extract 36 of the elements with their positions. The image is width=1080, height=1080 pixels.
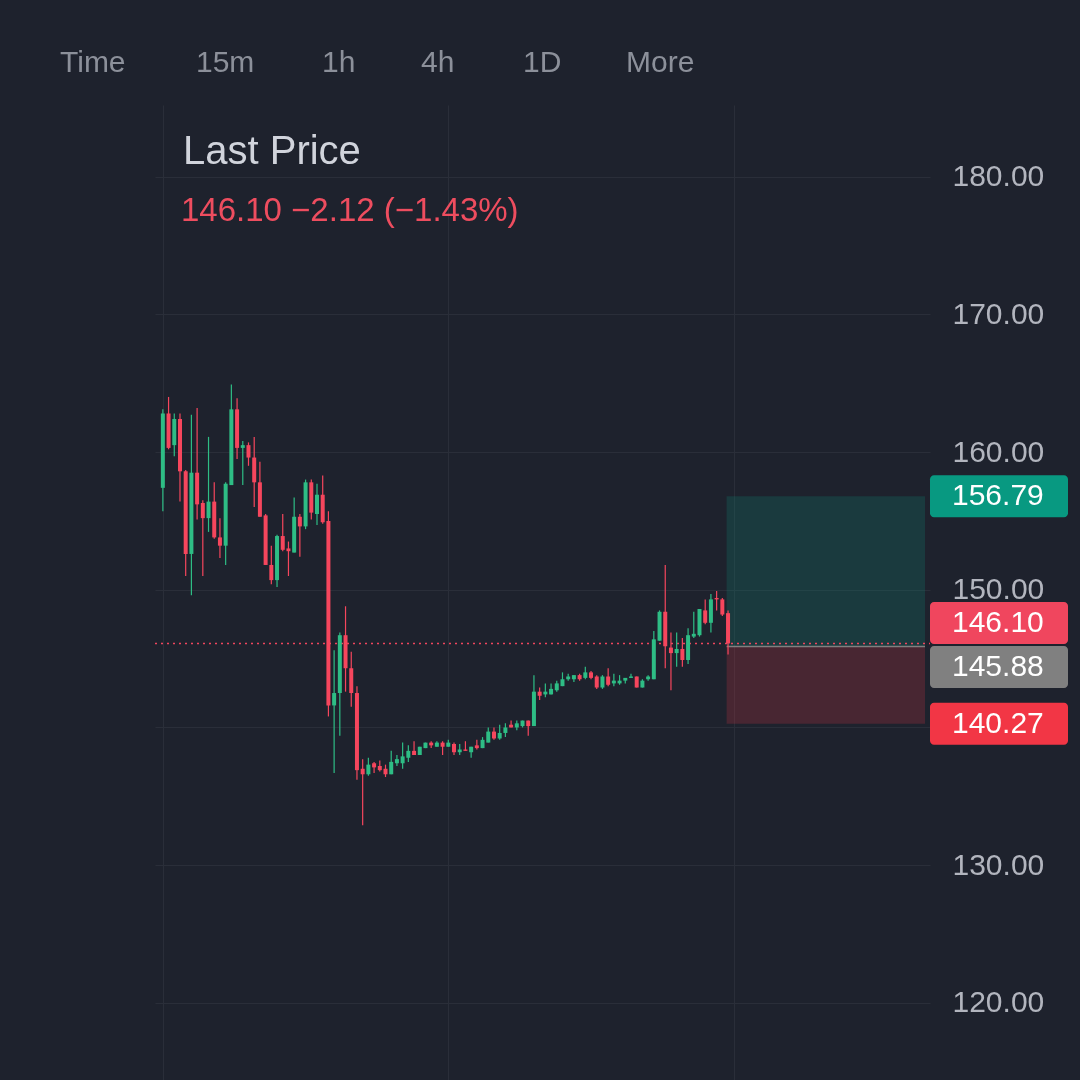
y-tick-label: 150.00 <box>952 572 1045 606</box>
y-tick-label: 120.00 <box>952 985 1045 1019</box>
ref-line-label: 146.10 <box>952 604 1044 638</box>
band-label: 140.27 <box>952 705 1044 739</box>
text: More <box>626 45 695 78</box>
candlestick <box>708 593 713 634</box>
band-label: 156.79 <box>952 478 1044 512</box>
text: 15m <box>196 45 255 78</box>
candlestick <box>549 682 554 696</box>
candlestick <box>394 754 399 767</box>
candlestick <box>206 436 211 533</box>
candlestick <box>469 746 474 759</box>
candlestick <box>360 758 365 826</box>
y-tick-label: 160.00 <box>952 434 1045 468</box>
y-tick-label: 170.00 <box>952 296 1045 330</box>
text: Last Price <box>183 128 361 172</box>
candlestick <box>315 483 319 526</box>
candlestick <box>217 517 222 559</box>
y-tick-label: 130.00 <box>952 847 1045 881</box>
candlestick <box>372 761 377 774</box>
candlestick <box>297 513 302 558</box>
candlestick <box>246 441 251 467</box>
text: Time <box>60 45 126 78</box>
text: 1D <box>523 45 562 78</box>
ref-line-label: 145.88 <box>952 648 1044 682</box>
candlestick <box>412 740 417 756</box>
text: 146.10 −2.12 (−1.43%) <box>181 191 519 228</box>
candlestick <box>703 598 708 625</box>
candlestick <box>200 499 205 577</box>
text: 4h <box>421 45 455 78</box>
candlestick <box>332 649 337 774</box>
candlestick <box>240 440 245 486</box>
candlestick <box>674 631 679 668</box>
candlestick <box>269 545 274 585</box>
text: 1h <box>322 45 356 78</box>
y-tick-label: 180.00 <box>952 159 1045 193</box>
